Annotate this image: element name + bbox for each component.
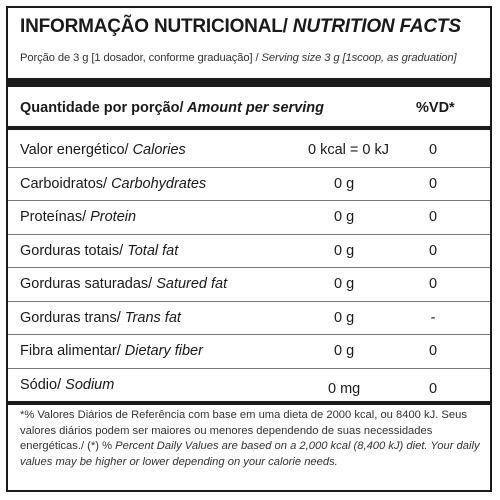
amount-per-serving-heading: Quantidade por porção/ Amount per servin…: [20, 100, 324, 116]
table-header: Quantidade por porção/ Amount per servin…: [8, 94, 490, 124]
nutrient-row-dietary-fiber: Fibra alimentar/ Dietary fiber 0 g 0: [8, 335, 490, 369]
serving-pt: Porção de 3 g [1 dosador, conforme gradu…: [20, 52, 259, 64]
footnote-pt: *% Valores Diários de Referência com bas…: [20, 409, 467, 452]
nutrition-facts-panel: INFORMAÇÃO NUTRICIONAL/ NUTRITION FACTS …: [6, 6, 492, 492]
nutrient-label: Gorduras saturadas/ Satured fat: [20, 276, 227, 292]
nutrient-label-en: Sodium: [61, 376, 115, 393]
title-en: NUTRITION FACTS: [287, 16, 461, 37]
nutrient-label-en: Trans fat: [120, 309, 181, 326]
footnote-divider: [8, 401, 490, 405]
nutrient-label-en: Protein: [86, 209, 137, 225]
header-en: Amount per serving: [183, 100, 325, 116]
nutrient-label-pt: Proteínas/: [20, 209, 87, 225]
nutrient-label-pt: Gorduras saturadas/: [20, 276, 153, 292]
panel-title: INFORMAÇÃO NUTRICIONAL/ NUTRITION FACTS: [20, 16, 461, 38]
daily-value-footnote: *% Valores Diários de Referência com bas…: [20, 408, 480, 470]
nutrient-label: Gorduras trans/ Trans fat: [20, 310, 181, 326]
nutrient-amount: 0 g: [334, 209, 355, 225]
nutrient-daily-value: -: [430, 309, 436, 326]
nutrient-row-sodium: Sódio/ Sodium 0 mg 0: [8, 369, 490, 403]
nutrient-row-calories: Valor energético/ Calories 0 kcal = 0 kJ…: [8, 134, 490, 168]
nutrient-label: Carboidratos/ Carbohydrates: [20, 176, 206, 192]
nutrient-amount: 0 g: [334, 175, 355, 192]
nutrient-daily-value: 0: [428, 209, 438, 225]
daily-value-heading: %VD*: [416, 100, 455, 116]
nutrient-amount: 0 g: [334, 343, 355, 359]
nutrient-label-en: Dietary fiber: [120, 343, 203, 359]
nutrient-daily-value: 0: [428, 380, 438, 397]
nutrient-row-trans-fat: Gorduras trans/ Trans fat 0 g -: [8, 302, 490, 335]
nutrient-amount: 0 g: [334, 309, 355, 326]
nutrient-label-en: Calories: [128, 142, 186, 158]
serving-size: Porção de 3 g [1 dosador, conforme gradu…: [20, 52, 457, 64]
nutrient-label-en: Satured fat: [152, 276, 228, 292]
nutrient-row-protein: Proteínas/ Protein 0 g 0: [8, 201, 490, 235]
nutrient-label-pt: Gorduras trans/: [20, 309, 121, 326]
nutrient-label-pt: Sódio/: [20, 376, 62, 393]
nutrient-amount: 0 g: [334, 276, 355, 292]
nutrient-daily-value: 0: [428, 242, 438, 259]
nutrient-label: Fibra alimentar/ Dietary fiber: [20, 343, 203, 359]
nutrient-label-pt: Carboidratos/: [20, 175, 108, 192]
nutrient-label-en: Carbohydrates: [107, 175, 207, 192]
nutrient-label: Proteínas/ Protein: [20, 209, 136, 225]
nutrient-row-total-fat: Gorduras totais/ Total fat 0 g 0: [8, 235, 490, 268]
nutrient-label: Sódio/ Sodium: [20, 377, 114, 393]
nutrient-daily-value: 0: [428, 276, 438, 292]
nutrient-label: Valor energético/ Calories: [20, 142, 186, 158]
serving-en: Serving size 3 g [1scoop, as graduation]: [258, 52, 457, 64]
nutrient-amount: 0 kcal = 0 kJ: [308, 142, 389, 158]
nutrient-row-saturated-fat: Gorduras saturadas/ Satured fat 0 g 0: [8, 268, 490, 302]
header-pt: Quantidade por porção/: [20, 100, 184, 116]
nutrient-amount: 0 mg: [328, 380, 361, 397]
nutrient-label-pt: Gorduras totais/: [20, 242, 124, 259]
nutrient-label-en: Total fat: [123, 242, 179, 259]
nutrient-daily-value: 0: [428, 142, 438, 158]
nutrient-label: Gorduras totais/ Total fat: [20, 243, 178, 259]
nutrient-rows: Valor energético/ Calories 0 kcal = 0 kJ…: [8, 134, 490, 402]
header-divider: [8, 126, 490, 130]
nutrient-row-carbohydrates: Carboidratos/ Carbohydrates 0 g 0: [8, 168, 490, 201]
nutrient-label-pt: Valor energético/: [20, 142, 129, 158]
footnote-en: Percent Daily Values are based on a 2,00…: [20, 440, 480, 468]
nutrient-daily-value: 0: [428, 343, 438, 359]
nutrient-label-pt: Fibra alimentar/: [20, 343, 121, 359]
title-pt: INFORMAÇÃO NUTRICIONAL/: [20, 16, 288, 37]
thick-divider: [8, 78, 490, 87]
nutrient-daily-value: 0: [428, 175, 438, 192]
nutrient-amount: 0 g: [334, 242, 355, 259]
